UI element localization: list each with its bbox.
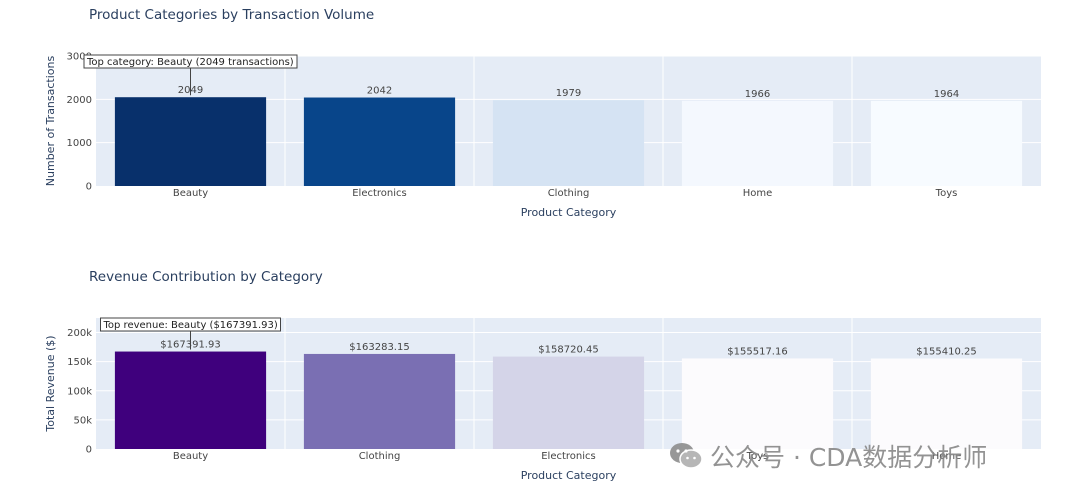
watermark: 公众号 · CDA数据分析师: [668, 437, 987, 475]
bar: [303, 97, 456, 186]
annotation-text: Top category: Beauty (2049 transactions): [86, 57, 294, 68]
y-axis-title: Total Revenue ($): [44, 335, 57, 432]
watermark-text: 公众号 · CDA数据分析师: [710, 443, 988, 472]
y-tick-label: 0: [86, 445, 92, 456]
bar: [870, 358, 1023, 449]
y-tick-label: 3000: [67, 52, 92, 63]
bar-value-label: $155517.16: [727, 346, 787, 357]
y-tick-label: 100k: [67, 386, 92, 397]
x-tick-label: Home: [932, 451, 962, 462]
bar: [681, 100, 834, 186]
bar: [492, 356, 645, 449]
bar-value-label: 1966: [745, 89, 770, 100]
bar-value-label: $163283.15: [349, 342, 409, 353]
bar: [492, 100, 645, 186]
wechat-icon: [670, 443, 703, 469]
x-tick-label: Electronics: [352, 188, 407, 199]
bar-value-label: 1979: [556, 88, 581, 99]
y-tick-label: 150k: [67, 357, 92, 368]
chart-title: Revenue Contribution by Category: [89, 269, 323, 285]
bar: [870, 100, 1023, 186]
x-axis-title: Product Category: [521, 469, 617, 482]
chart-title: Product Categories by Transaction Volume: [89, 7, 374, 23]
x-tick-label: Beauty: [173, 451, 208, 462]
bar-value-label: $158720.45: [538, 345, 598, 356]
x-tick-label: Clothing: [548, 188, 590, 199]
y-tick-label: 1000: [67, 138, 92, 149]
bar: [114, 351, 267, 449]
x-tick-label: Beauty: [173, 188, 208, 199]
x-axis-title: Product Category: [521, 206, 617, 219]
bar-value-label: 2042: [367, 86, 392, 97]
annotation-box: [83, 54, 298, 69]
annotation-text: Top revenue: Beauty ($167391.93): [103, 320, 278, 331]
x-tick-label: Clothing: [359, 451, 401, 462]
x-tick-label: Home: [743, 188, 773, 199]
bar: [114, 97, 267, 186]
annotation-box: [100, 317, 281, 332]
bar: [303, 353, 456, 449]
bar-value-label: $155410.25: [916, 347, 976, 358]
x-tick-label: Electronics: [541, 451, 596, 462]
y-axis-title: Number of Transactions: [44, 56, 57, 187]
x-tick-label: Toys: [746, 451, 769, 462]
y-tick-label: 50k: [73, 415, 92, 426]
y-tick-label: 0: [86, 182, 92, 193]
bar: [681, 358, 834, 449]
x-tick-label: Toys: [935, 188, 958, 199]
bar-value-label: 1964: [934, 89, 959, 100]
y-tick-label: 2000: [67, 95, 92, 106]
y-tick-label: 200k: [67, 328, 92, 339]
